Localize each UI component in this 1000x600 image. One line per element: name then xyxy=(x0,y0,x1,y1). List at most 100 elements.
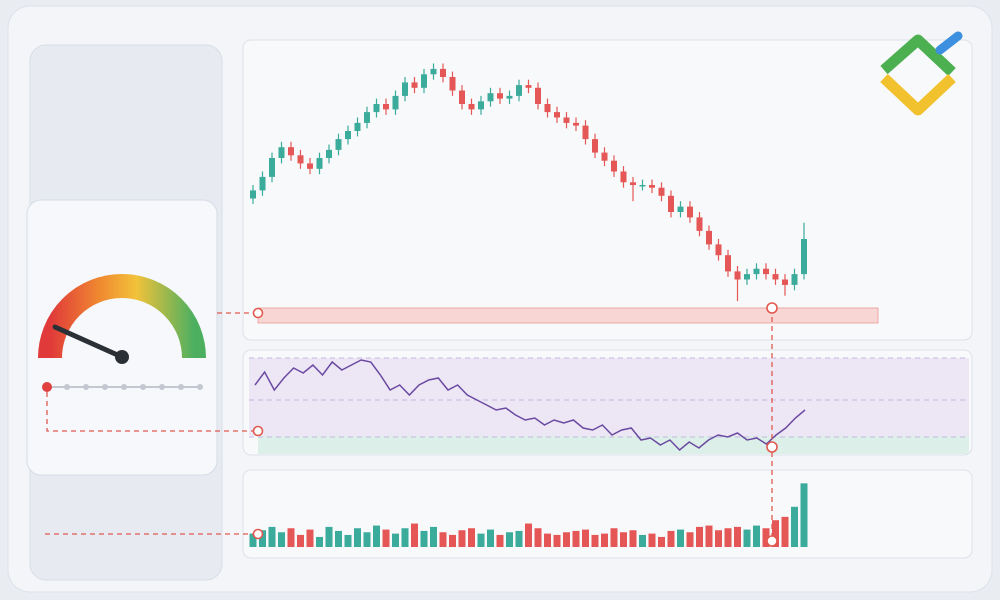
volume-bar xyxy=(658,536,665,547)
volume-bar xyxy=(373,525,380,547)
candle-body xyxy=(316,158,323,169)
volume-bar xyxy=(544,533,551,547)
volume-bar xyxy=(439,532,447,547)
plot xyxy=(249,63,808,547)
candle-body xyxy=(772,274,779,280)
volume-bar xyxy=(610,528,618,547)
candle-body xyxy=(782,279,788,285)
slider-dots xyxy=(64,384,203,390)
slider-knob xyxy=(42,382,52,392)
candle-body xyxy=(544,104,551,113)
candle-body xyxy=(364,112,370,123)
volume-bar xyxy=(620,532,627,547)
volume-bar xyxy=(743,529,751,547)
volume-bar xyxy=(401,528,409,547)
volume-bar xyxy=(449,534,456,547)
volume-bar xyxy=(601,533,608,547)
volume-bar xyxy=(430,526,437,547)
volume-bar xyxy=(572,530,580,547)
volume-bar xyxy=(392,533,399,547)
candle-body xyxy=(630,182,636,185)
candle-body xyxy=(554,112,560,118)
candle-body xyxy=(677,206,684,212)
candle-body xyxy=(383,104,389,110)
overbought-zone xyxy=(249,358,969,436)
volume-bar xyxy=(506,532,513,547)
volume-bar xyxy=(363,532,371,547)
volume-bar xyxy=(344,534,352,547)
candle-body xyxy=(601,152,608,161)
candle-body xyxy=(402,82,408,96)
volume-bar xyxy=(487,529,494,547)
candle-body xyxy=(611,160,617,172)
volume-bar xyxy=(297,534,304,547)
candle-body xyxy=(335,139,342,150)
volume-bar xyxy=(287,528,295,547)
candle-body xyxy=(668,195,674,212)
volume-bar xyxy=(629,530,637,547)
candle-body xyxy=(478,101,484,110)
candle-body xyxy=(734,271,741,280)
volume-bar xyxy=(525,523,532,547)
candle-body xyxy=(573,122,579,126)
volume-bar xyxy=(648,533,656,547)
volume-bar xyxy=(496,534,504,547)
candle-body xyxy=(326,149,332,158)
volume-bar xyxy=(781,516,789,547)
volume-bar xyxy=(420,530,428,547)
gauge-needle xyxy=(52,324,125,360)
volume-bar xyxy=(724,528,732,547)
volume-bar xyxy=(667,530,675,547)
candle-body xyxy=(620,171,627,183)
volume-bar xyxy=(705,525,713,547)
logo xyxy=(880,31,963,116)
volume-bar xyxy=(259,530,266,547)
candle-body xyxy=(715,244,722,256)
volume-bar xyxy=(753,525,760,547)
candle-body xyxy=(288,147,294,156)
volume-bar xyxy=(677,529,684,547)
candle-body xyxy=(563,117,570,123)
volume-bar xyxy=(382,529,390,547)
gauge-card xyxy=(26,199,218,476)
candle-body xyxy=(497,93,503,99)
volume-bar xyxy=(249,533,257,547)
candle-body xyxy=(658,187,665,196)
candle-body xyxy=(687,206,693,218)
volume-bar xyxy=(354,528,361,547)
candle-body xyxy=(487,93,494,102)
candle-body xyxy=(725,255,731,272)
volume-bar xyxy=(686,532,694,547)
candle-body xyxy=(592,139,598,153)
candle-body xyxy=(649,185,655,188)
price-panel xyxy=(242,39,973,341)
candle-body xyxy=(791,274,798,285)
candle-body xyxy=(297,155,304,164)
volume-bar xyxy=(411,523,418,547)
candle-body xyxy=(354,122,361,131)
candle-body xyxy=(269,158,275,177)
volume-bar xyxy=(553,534,561,547)
candle-body xyxy=(449,77,456,91)
candle-body xyxy=(706,230,712,245)
volume-bar xyxy=(534,528,542,547)
candle-body xyxy=(525,85,532,88)
volume-bar xyxy=(458,530,466,547)
markers xyxy=(252,302,778,547)
volume-bar xyxy=(306,529,314,547)
volume-bar xyxy=(639,534,646,547)
candle-body xyxy=(373,104,380,113)
volume-bar xyxy=(477,533,485,547)
oscillator-line xyxy=(254,359,806,452)
volume-bar xyxy=(772,520,779,547)
volume-bar xyxy=(268,526,276,547)
candle-body xyxy=(506,95,513,99)
volume-bar xyxy=(696,526,703,547)
candle-body xyxy=(278,147,285,158)
gauge-hub xyxy=(115,350,129,364)
candle-body xyxy=(259,176,266,191)
candle-body xyxy=(744,274,750,280)
volume-bar xyxy=(791,506,798,547)
candle-body xyxy=(763,268,769,275)
volume-bar xyxy=(582,529,589,547)
